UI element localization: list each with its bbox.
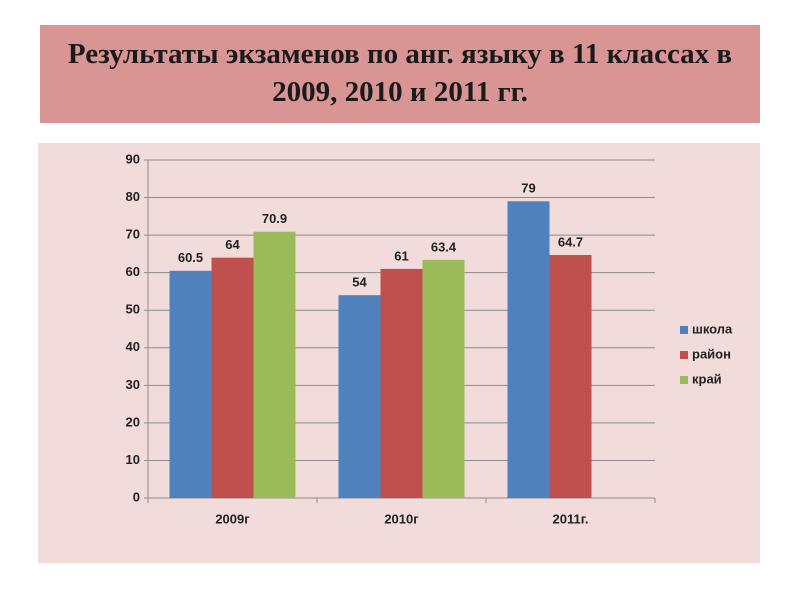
y-tick-label: 70 [126,227,140,242]
bar [549,255,592,498]
y-tick-label: 90 [126,151,140,166]
chart-title: Результаты экзаменов по анг. языку в 11 … [67,38,733,108]
data-label: 54 [352,275,367,290]
data-label: 64 [225,237,240,252]
bar [211,257,254,498]
y-tick-label: 30 [126,377,140,392]
legend-swatch [680,351,688,359]
legend-label: район [692,346,731,361]
data-label: 79 [521,181,535,196]
x-tick-label: 2011г. [553,511,589,526]
y-tick-label: 80 [126,189,140,204]
bar [422,259,465,498]
legend-swatch [680,326,688,334]
bar [380,268,423,498]
bar [253,231,296,498]
data-label: 70.9 [262,211,287,226]
y-tick-label: 10 [126,452,140,467]
y-tick-label: 50 [126,302,140,317]
bar [507,201,550,499]
legend-label: школа [692,321,733,336]
legend-label: край [692,371,722,386]
y-tick-label: 40 [126,339,140,354]
y-tick-label: 0 [133,489,140,504]
legend-swatch [680,376,688,384]
title-box: Результаты экзаменов по анг. языку в 11 … [40,25,760,123]
x-tick-label: 2010г [384,511,419,526]
x-tick-label: 2009г [215,511,250,526]
data-label: 64.7 [558,234,583,249]
y-tick-label: 20 [126,414,140,429]
bar [338,295,381,498]
data-label: 60.5 [178,250,203,265]
bar [169,270,212,498]
data-label: 61 [394,248,408,263]
y-tick-label: 60 [126,264,140,279]
data-label: 63.4 [431,239,457,254]
